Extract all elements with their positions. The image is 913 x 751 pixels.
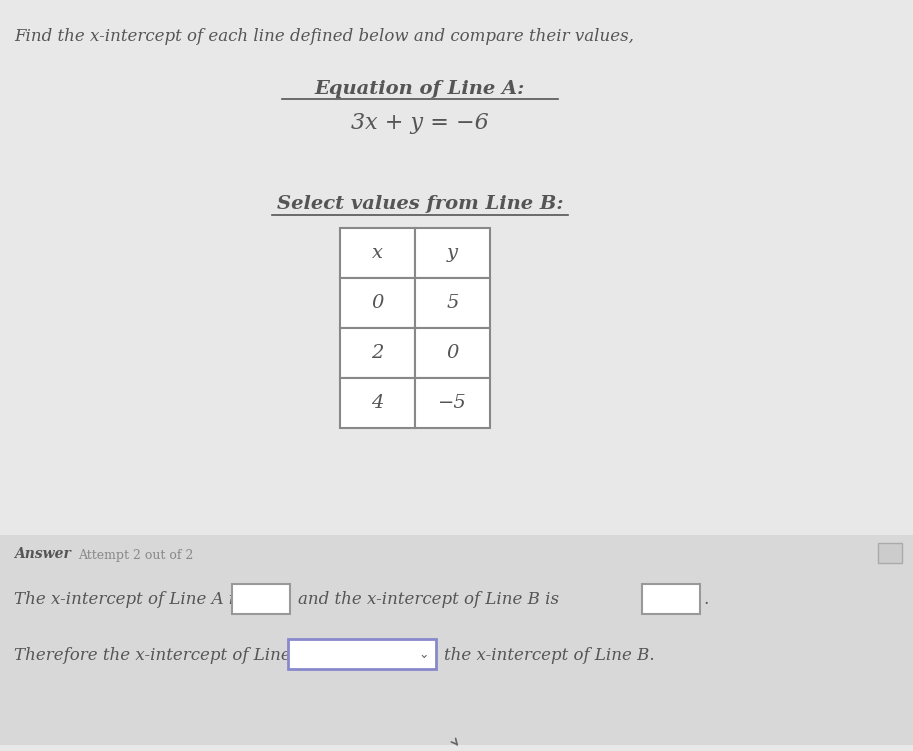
Text: 0: 0 bbox=[372, 294, 383, 312]
Bar bbox=[415, 328, 490, 378]
Bar bbox=[878, 543, 902, 563]
Text: the x-intercept of Line B.: the x-intercept of Line B. bbox=[444, 647, 655, 663]
Text: 3x + y = −6: 3x + y = −6 bbox=[352, 112, 488, 134]
Text: 5: 5 bbox=[446, 294, 458, 312]
Bar bbox=[232, 584, 290, 614]
Text: y: y bbox=[447, 244, 458, 262]
Text: Select values from Line B:: Select values from Line B: bbox=[277, 195, 563, 213]
Text: Find the x-intercept of each line defined below and compare their values,: Find the x-intercept of each line define… bbox=[14, 28, 634, 45]
Text: The x-intercept of Line A is: The x-intercept of Line A is bbox=[14, 592, 243, 608]
Text: ⌄: ⌄ bbox=[419, 649, 429, 662]
Bar bbox=[415, 278, 490, 328]
Text: −5: −5 bbox=[438, 394, 467, 412]
Bar bbox=[340, 378, 415, 428]
Text: and the x-intercept of Line B is: and the x-intercept of Line B is bbox=[298, 592, 559, 608]
Bar bbox=[642, 584, 700, 614]
Text: 2: 2 bbox=[372, 344, 383, 362]
Text: x: x bbox=[372, 244, 383, 262]
Text: Equation of Line A:: Equation of Line A: bbox=[315, 80, 525, 98]
Bar bbox=[415, 228, 490, 278]
Bar bbox=[415, 378, 490, 428]
Text: Answer: Answer bbox=[14, 547, 70, 561]
Text: 4: 4 bbox=[372, 394, 383, 412]
Bar bbox=[0, 535, 913, 745]
Text: 0: 0 bbox=[446, 344, 458, 362]
Bar bbox=[340, 328, 415, 378]
Bar bbox=[340, 228, 415, 278]
Text: .: . bbox=[703, 592, 708, 608]
Text: Attempt 2 out of 2: Attempt 2 out of 2 bbox=[78, 549, 194, 562]
FancyBboxPatch shape bbox=[288, 639, 436, 669]
Bar bbox=[340, 278, 415, 328]
Text: Therefore the x-intercept of Line A is: Therefore the x-intercept of Line A is bbox=[14, 647, 327, 663]
